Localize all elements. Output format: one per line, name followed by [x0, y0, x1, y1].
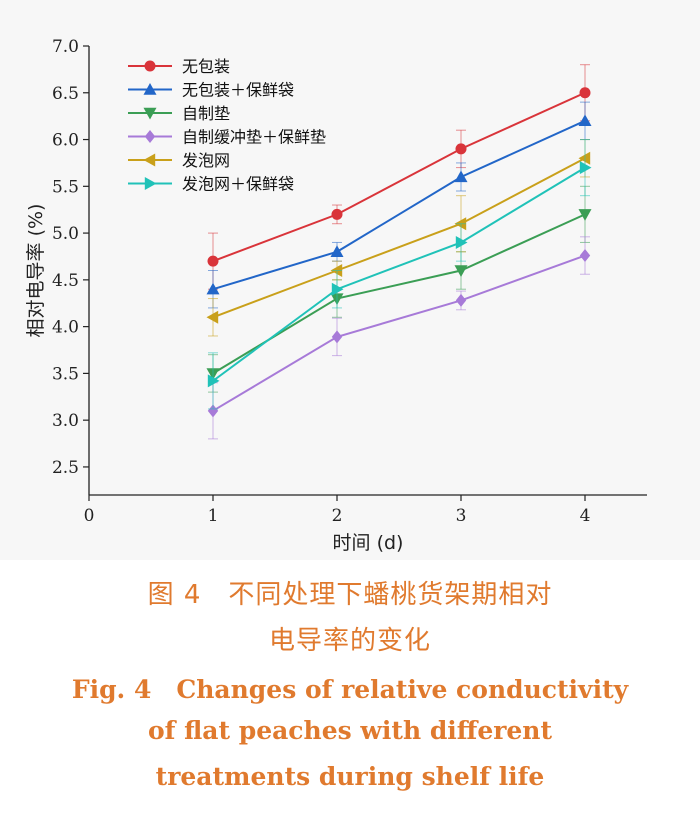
x-tick-label: 0 — [84, 506, 95, 526]
legend-label: 无包装 — [182, 57, 230, 76]
series-line — [212, 91, 586, 263]
legend-label: 发泡网＋保鲜袋 — [182, 175, 294, 194]
data-point — [455, 143, 467, 155]
legend-marker — [144, 60, 156, 72]
series-line — [212, 254, 586, 412]
caption-cn-line1: 图 4 不同处理下蟠桃货架期相对 — [147, 580, 553, 610]
data-point — [454, 265, 468, 277]
caption-cn-line2: 电导率的变化 — [268, 626, 431, 656]
series-line — [212, 213, 586, 375]
data-point — [330, 245, 344, 257]
legend-label: 自制垫 — [182, 104, 230, 123]
y-axis-label: 相对电导率 (%) — [25, 204, 47, 338]
legend-marker — [143, 153, 156, 167]
data-point — [331, 282, 344, 296]
x-tick-label: 4 — [580, 506, 591, 526]
y-tick-label: 4.5 — [52, 271, 79, 291]
series-line — [212, 166, 586, 382]
data-point — [455, 235, 468, 249]
chart-panel: 2.5 3.0 3.5 4.0 4.5 5.0 5.5 6.0 6.5 7.0 0 1 2 3 4 时间 (d… — [25, 37, 647, 554]
data-point — [206, 282, 220, 295]
series-line — [212, 157, 586, 319]
legend-label: 发泡网 — [182, 151, 230, 170]
legend-marker — [144, 130, 156, 143]
series-line — [212, 119, 586, 291]
data-point — [207, 404, 219, 418]
data-point — [331, 330, 343, 344]
x-tick-label: 3 — [456, 506, 467, 526]
y-tick-label: 4.0 — [52, 318, 79, 338]
data-point — [207, 374, 220, 388]
data-point — [578, 114, 592, 127]
caption-en-line1: Fig. 4 Changes of relative conductivity — [71, 675, 629, 704]
y-tick-label: 6.5 — [52, 84, 79, 104]
x-axis-label: 时间 (d) — [333, 532, 404, 554]
x-tick-label: 2 — [332, 506, 343, 526]
legend-marker — [143, 107, 157, 120]
data-point — [454, 170, 468, 183]
caption-en-line3: treatments during shelf life — [155, 762, 545, 791]
legend-label: 自制缓冲垫＋保鲜垫 — [182, 128, 326, 147]
data-point — [206, 310, 219, 324]
legend-label: 无包装＋保鲜袋 — [182, 81, 294, 100]
y-tick-label: 7.0 — [52, 37, 79, 57]
data-point — [207, 255, 219, 267]
x-tick-label: 1 — [208, 506, 219, 526]
data-point — [578, 151, 591, 165]
data-point — [578, 209, 592, 221]
caption-en-line2: of flat peaches with different — [147, 716, 553, 745]
legend-marker — [144, 177, 157, 190]
y-tick-label: 6.0 — [52, 131, 79, 151]
y-tick-label: 5.5 — [52, 177, 79, 197]
data-point — [579, 161, 592, 175]
legend-marker — [143, 83, 157, 95]
y-tick-label: 3.0 — [52, 411, 79, 431]
data-point — [579, 87, 591, 99]
data-point — [579, 249, 591, 263]
y-tick-label: 5.0 — [52, 224, 79, 244]
line-chart: 2.5 3.0 3.5 4.0 4.5 5.0 5.5 6.0 6.5 7.0 0 1 2 3 4 时间 (d… — [25, 37, 647, 554]
y-tick-label: 2.5 — [52, 458, 79, 478]
data-point — [455, 293, 467, 307]
data-point — [331, 208, 343, 220]
y-tick-label: 3.5 — [52, 364, 79, 384]
